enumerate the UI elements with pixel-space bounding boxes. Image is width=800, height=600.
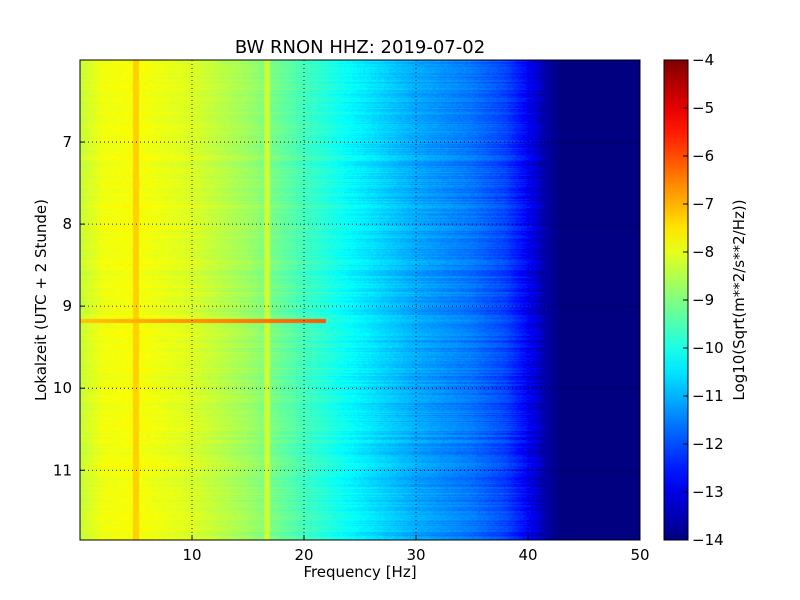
y-axis-ticks: 7 8 9 10 11 bbox=[53, 133, 85, 479]
plot-area: 10 20 30 40 50 7 8 9 10 11 bbox=[53, 59, 650, 564]
plot-frame bbox=[79, 59, 641, 541]
colorbar: −4 −5 −6 −7 −8 −9 −10 −11 −12 −13 −14 Log10(Sqrt(m… bbox=[663, 51, 748, 549]
colorbar-tick-label: −6 bbox=[692, 147, 714, 165]
colorbar-tick-label: −4 bbox=[692, 51, 714, 69]
y-tick-label: 10 bbox=[53, 379, 72, 397]
colorbar-tick-label: −10 bbox=[692, 339, 724, 357]
colorbar-tick-label: −9 bbox=[692, 291, 714, 309]
y-tick-label: 8 bbox=[62, 215, 72, 233]
y-tick-label: 11 bbox=[53, 461, 72, 479]
colorbar-tick-label: −7 bbox=[692, 195, 714, 213]
x-tick-label: 50 bbox=[630, 546, 649, 564]
heatmap-image-wrapper bbox=[80, 60, 640, 540]
y-tick-label: 7 bbox=[62, 133, 72, 151]
y-axis-label: Lokalzeit (UTC + 2 Stunde) bbox=[32, 199, 50, 401]
heatmap-image bbox=[80, 60, 640, 540]
grid-lines bbox=[80, 60, 640, 540]
x-tick-label: 40 bbox=[518, 546, 537, 564]
x-tick-label: 30 bbox=[406, 546, 425, 564]
x-axis-ticks: 10 20 30 40 50 bbox=[182, 535, 650, 564]
colorbar-tick-label: −8 bbox=[692, 243, 714, 261]
y-tick-label: 9 bbox=[62, 297, 72, 315]
colorbar-ticks: −4 −5 −6 −7 −8 −9 −10 −11 −12 −13 −14 bbox=[683, 51, 724, 549]
x-tick-label: 10 bbox=[182, 546, 201, 564]
x-axis-label: Frequency [Hz] bbox=[303, 563, 416, 581]
colorbar-tick-label: −13 bbox=[692, 483, 724, 501]
colorbar-label: Log10(Sqrt(m**2/s**2/Hz)) bbox=[730, 199, 748, 400]
colorbar-tick-label: −5 bbox=[692, 99, 714, 117]
chart-title: BW RNON HHZ: 2019-07-02 bbox=[235, 37, 485, 58]
colorbar-tick-label: −11 bbox=[692, 387, 724, 405]
colorbar-tick-label: −12 bbox=[692, 435, 724, 453]
x-tick-label: 20 bbox=[294, 546, 313, 564]
colorbar-tick-label: −14 bbox=[692, 531, 724, 549]
